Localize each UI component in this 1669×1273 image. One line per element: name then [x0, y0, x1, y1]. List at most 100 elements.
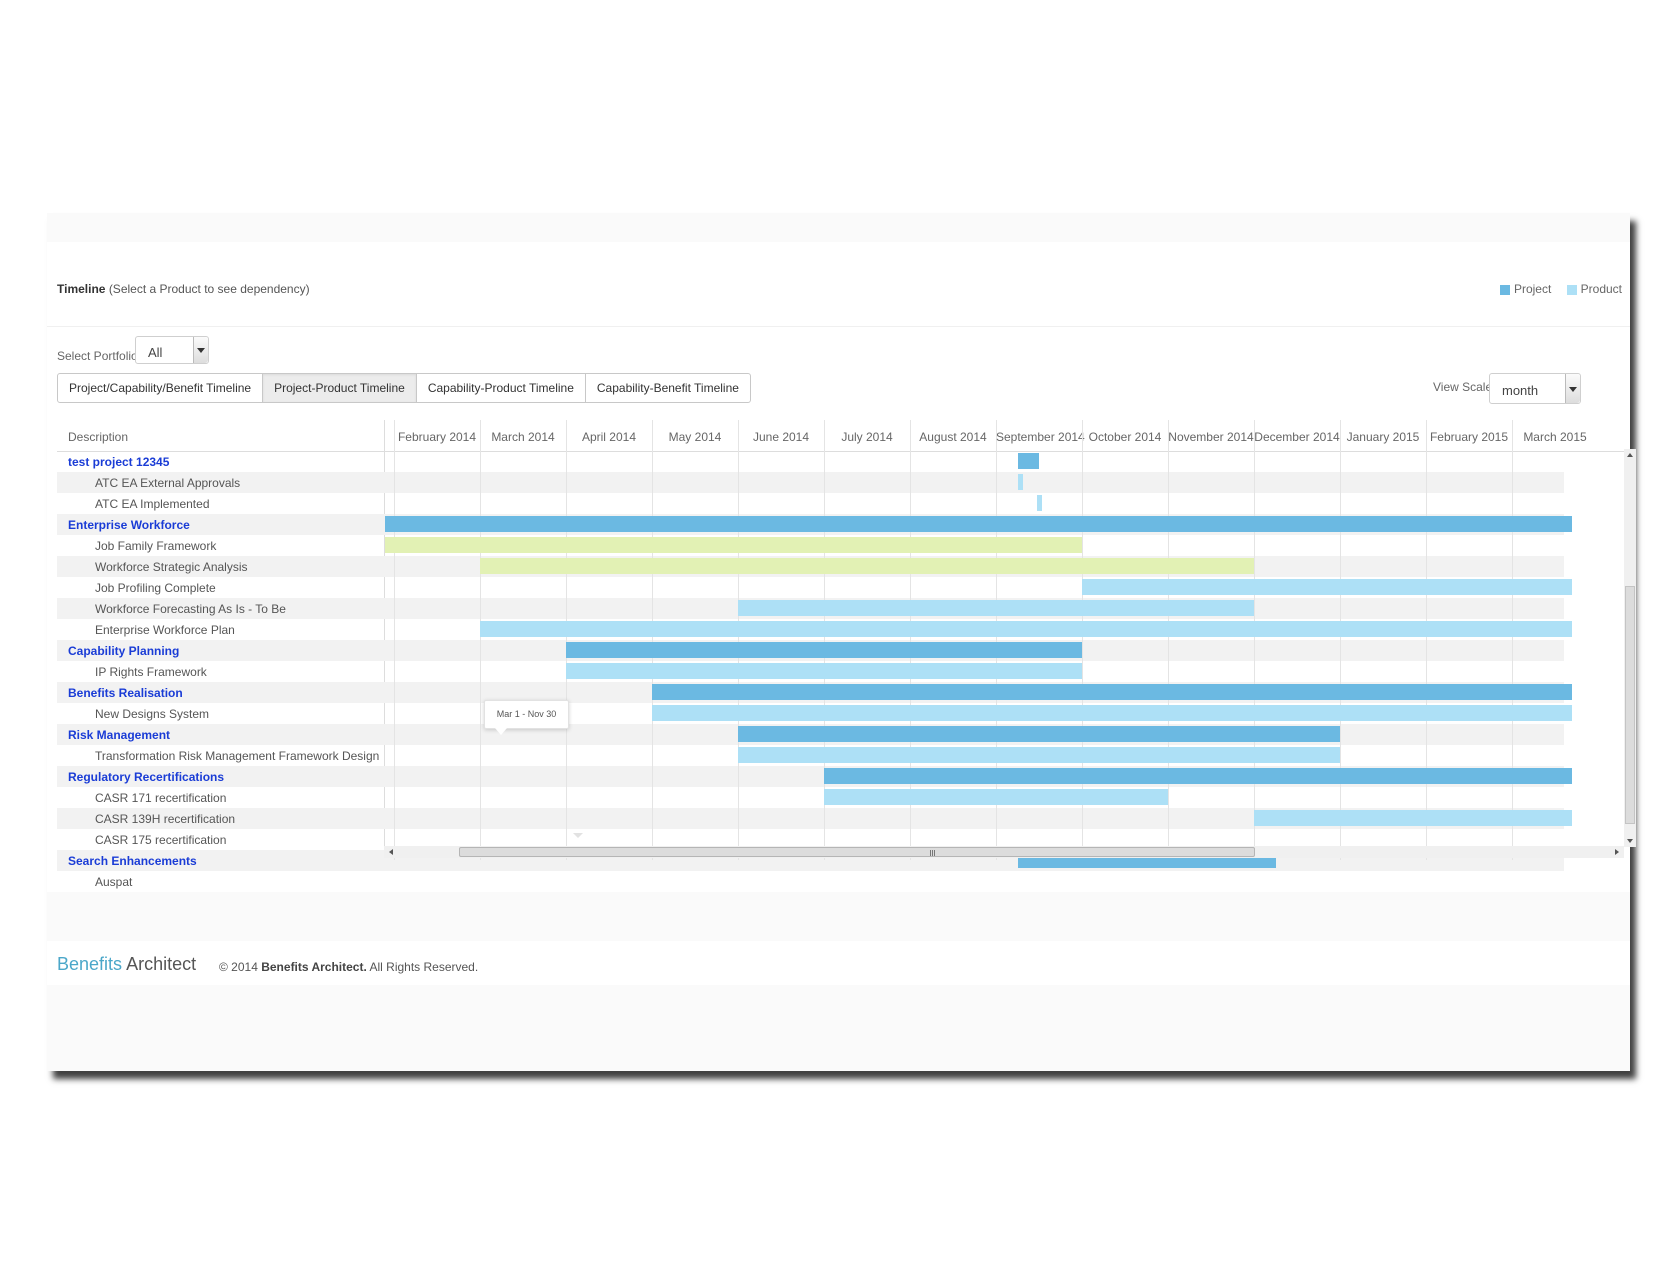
view-scale-label: View Scale: [1433, 380, 1493, 394]
copyright-suffix: All Rights Reserved.: [369, 960, 479, 974]
gantt-row[interactable]: CASR 175 recertification: [57, 829, 1564, 850]
product-label[interactable]: Transformation Risk Management Framework…: [95, 749, 380, 763]
month-header: March 2014: [491, 430, 555, 444]
project-label[interactable]: Regulatory Recertifications: [68, 770, 225, 784]
gantt-row[interactable]: CASR 139H recertification: [57, 808, 1564, 829]
product-label[interactable]: Job Family Framework: [95, 539, 217, 553]
project-bar[interactable]: [385, 516, 1573, 532]
gantt-row[interactable]: Enterprise Workforce Plan: [57, 619, 1564, 640]
product-label[interactable]: Auspat: [95, 875, 133, 889]
month-header: April 2014: [581, 430, 637, 444]
project-bar[interactable]: [738, 726, 1340, 742]
gantt-row[interactable]: Transformation Risk Management Framework…: [57, 745, 1564, 766]
month-header: July 2014: [841, 430, 893, 444]
footer: Benefits Architect © 2014 Benefits Archi…: [47, 941, 1630, 985]
portfolio-select[interactable]: All: [135, 336, 209, 364]
month-gridline: [738, 420, 739, 860]
gantt-row[interactable]: New Designs System: [57, 703, 1564, 724]
month-gridline: [1512, 420, 1513, 860]
product-bar[interactable]: [385, 537, 1082, 553]
horizontal-scrollbar[interactable]: [384, 846, 1624, 858]
horizontal-scroll-thumb[interactable]: [459, 847, 1255, 857]
project-bar[interactable]: [566, 642, 1082, 658]
tab-project-product[interactable]: Project-Product Timeline: [263, 374, 417, 402]
timeline-subtitle: (Select a Product to see dependency): [108, 282, 310, 296]
project-label[interactable]: test project 12345: [68, 455, 170, 469]
product-label[interactable]: CASR 175 recertification: [95, 833, 227, 847]
scroll-left-icon[interactable]: [389, 849, 393, 855]
product-label[interactable]: CASR 171 recertification: [95, 791, 227, 805]
product-label[interactable]: CASR 139H recertification: [95, 812, 236, 826]
gantt-row[interactable]: Job Family Framework: [57, 535, 1564, 556]
tab-project-capability-benefit[interactable]: Project/Capability/Benefit Timeline: [58, 374, 264, 402]
product-bar[interactable]: [1037, 495, 1043, 511]
product-label[interactable]: ATC EA External Approvals: [95, 476, 241, 490]
project-bar[interactable]: [1017, 453, 1039, 469]
project-bar[interactable]: [652, 684, 1573, 700]
gantt-row[interactable]: ATC EA External Approvals: [57, 472, 1564, 493]
product-label[interactable]: IP Rights Framework: [95, 665, 207, 679]
product-label[interactable]: ATC EA Implemented: [95, 497, 210, 511]
brand-logo[interactable]: Benefits Architect: [57, 954, 196, 975]
product-bar[interactable]: [738, 747, 1340, 763]
month-gridline: [1254, 420, 1255, 860]
product-bar[interactable]: [480, 558, 1254, 574]
description-header: Description: [68, 430, 129, 444]
timeline-title: Timeline (Select a Product to see depend…: [57, 282, 310, 296]
gantt-row[interactable]: Job Profiling Complete: [57, 577, 1564, 598]
copyright-company: Benefits Architect.: [261, 960, 367, 974]
project-bar[interactable]: [824, 768, 1573, 784]
scroll-down-icon[interactable]: [1627, 839, 1633, 843]
legend-swatch-product: [1566, 284, 1577, 295]
product-bar[interactable]: [1082, 579, 1573, 595]
product-bar[interactable]: [480, 621, 1573, 637]
gantt-row[interactable]: Auspat: [57, 871, 1564, 892]
copyright-prefix: © 2014: [219, 960, 258, 974]
month-gridline: [996, 420, 997, 860]
product-bar[interactable]: [1254, 810, 1573, 826]
product-bar[interactable]: [738, 600, 1254, 616]
timeline-content: Timeline (Select a Product to see depend…: [47, 242, 1636, 985]
product-bar[interactable]: [1017, 474, 1023, 490]
gantt-row[interactable]: IP Rights Framework: [57, 661, 1564, 682]
tab-capability-product[interactable]: Capability-Product Timeline: [417, 374, 586, 402]
project-label[interactable]: Risk Management: [68, 728, 171, 742]
product-bar[interactable]: [652, 705, 1573, 721]
month-header: August 2014: [919, 430, 987, 444]
timeline-tabs: Project/Capability/Benefit Timeline Proj…: [57, 373, 751, 403]
product-label[interactable]: Workforce Forecasting As Is - To Be: [95, 602, 286, 616]
legend-label-product: Product: [1580, 282, 1622, 296]
product-label[interactable]: Workforce Strategic Analysis: [95, 560, 248, 574]
product-label[interactable]: New Designs System: [95, 707, 210, 721]
legend-swatch-project: [1499, 284, 1510, 295]
gantt-chart: Description test project 12345 ATC EA Ext…: [57, 420, 1636, 889]
month-gridline: [1426, 420, 1427, 860]
scroll-up-icon[interactable]: [1627, 453, 1633, 457]
project-label[interactable]: Enterprise Workforce: [68, 518, 190, 532]
scroll-right-icon[interactable]: [1615, 849, 1619, 855]
vertical-scroll-thumb[interactable]: [1625, 586, 1635, 824]
project-label[interactable]: Capability Planning: [68, 644, 180, 658]
vertical-scrollbar[interactable]: [1624, 449, 1636, 847]
product-label[interactable]: Job Profiling Complete: [95, 581, 216, 595]
project-label[interactable]: Benefits Realisation: [68, 686, 183, 700]
chevron-down-icon[interactable]: [1565, 374, 1580, 403]
chevron-down-icon[interactable]: [193, 337, 208, 363]
tab-capability-benefit[interactable]: Capability-Benefit Timeline: [596, 381, 739, 395]
month-header: October 2014: [1088, 430, 1162, 444]
view-scale-select[interactable]: month: [1489, 373, 1581, 404]
gantt-row[interactable]: test project 12345: [57, 451, 1564, 472]
month-gridline: [566, 420, 567, 860]
project-label[interactable]: Search Enhancements: [68, 854, 197, 868]
header-divider: [47, 326, 1630, 327]
product-bar[interactable]: [566, 663, 1082, 679]
month-gridline: [910, 420, 911, 860]
month-gridline: [1082, 420, 1083, 860]
product-bar[interactable]: [824, 789, 1168, 805]
product-label[interactable]: Enterprise Workforce Plan: [95, 623, 235, 637]
gantt-row[interactable]: CASR 171 recertification: [57, 787, 1564, 808]
gantt-row[interactable]: ATC EA Implemented: [57, 493, 1564, 514]
portfolio-select-value: All: [148, 345, 163, 360]
month-header: January 2015: [1346, 430, 1420, 444]
month-header: December 2014: [1254, 430, 1340, 444]
